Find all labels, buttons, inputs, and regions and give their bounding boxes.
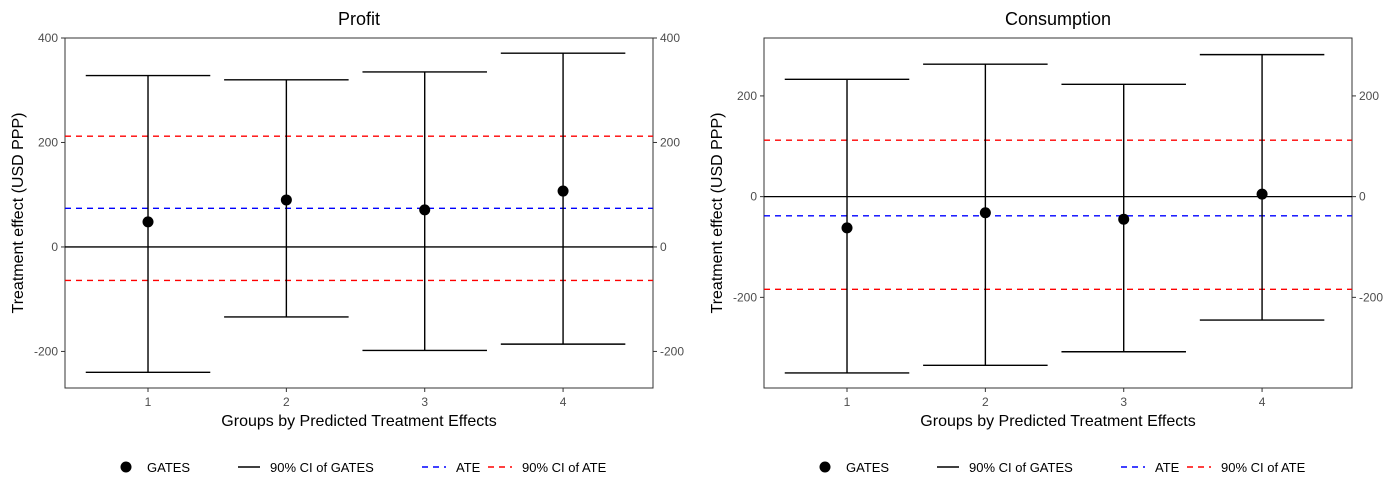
chart-panel-profit: Profit -200 0 200 400 -200 0 200 400 1 2 3 4 Groups b… xyxy=(10,9,684,430)
y-tick-label-right: 200 xyxy=(660,135,680,149)
y-tick-label-right: 0 xyxy=(660,240,667,254)
plot-panel-border xyxy=(763,37,1353,389)
x-tick-label: 2 xyxy=(283,395,290,409)
y-tick-label-right: -200 xyxy=(1359,290,1383,304)
x-tick-label: 2 xyxy=(982,395,989,409)
x-tick-label: 1 xyxy=(145,395,152,409)
y-tick-label-right: 0 xyxy=(1359,190,1366,204)
y-tick-label-left: 200 xyxy=(737,89,757,103)
x-axis-title: Groups by Predicted Treatment Effects xyxy=(221,413,496,430)
x-tick-label: 4 xyxy=(1259,395,1266,409)
y-tick-label-left: 0 xyxy=(51,240,58,254)
x-tick-label: 3 xyxy=(421,395,428,409)
legend-ci-ate-label: 90% CI of ATE xyxy=(1221,460,1306,475)
gates-point xyxy=(142,216,154,228)
y-tick-label-left: 400 xyxy=(38,31,58,45)
legend-gates-label: GATES xyxy=(846,460,889,475)
y-axis-title: Treatment effect (USD PPP) xyxy=(10,113,27,314)
legend-gates-swatch xyxy=(120,461,132,473)
x-tick-label: 4 xyxy=(560,395,567,409)
legend-ci-gates-label: 90% CI of GATES xyxy=(270,460,374,475)
gates-point xyxy=(280,194,292,206)
gates-point xyxy=(557,185,569,197)
legend-ci-ate-label: 90% CI of ATE xyxy=(522,460,607,475)
legend-consumption: GATES 90% CI of GATES ATE 90% CI of ATE xyxy=(819,460,1306,475)
y-tick-label-left: 200 xyxy=(38,135,58,149)
gates-point xyxy=(841,222,853,234)
y-tick-label-right: 200 xyxy=(1359,89,1379,103)
y-axis-title: Treatment effect (USD PPP) xyxy=(709,113,726,314)
gates-point xyxy=(979,207,991,219)
y-tick-label-left: -200 xyxy=(34,344,58,358)
legend-profit: GATES 90% CI of GATES ATE 90% CI of ATE xyxy=(120,460,607,475)
chart-panel-consumption: Consumption -200 0 200 -200 0 200 1 2 3 4 Groups by… xyxy=(709,9,1383,430)
legend-gates-swatch xyxy=(819,461,831,473)
gates-point xyxy=(1118,213,1130,225)
gates-point xyxy=(1256,188,1268,200)
x-tick-label: 3 xyxy=(1120,395,1127,409)
y-tick-label-left: 0 xyxy=(750,190,757,204)
gates-point xyxy=(419,204,431,216)
x-axis-title: Groups by Predicted Treatment Effects xyxy=(920,413,1195,430)
y-tick-label-left: -200 xyxy=(733,290,757,304)
plot-panel-border xyxy=(64,37,654,389)
chart-title: Consumption xyxy=(1005,9,1111,29)
legend-ate-label: ATE xyxy=(1155,460,1180,475)
legend-gates-label: GATES xyxy=(147,460,190,475)
y-tick-label-right: -200 xyxy=(660,344,684,358)
x-tick-label: 1 xyxy=(844,395,851,409)
y-tick-label-right: 400 xyxy=(660,31,680,45)
legend-ci-gates-label: 90% CI of GATES xyxy=(969,460,1073,475)
chart-title: Profit xyxy=(338,9,380,29)
legend-ate-label: ATE xyxy=(456,460,481,475)
